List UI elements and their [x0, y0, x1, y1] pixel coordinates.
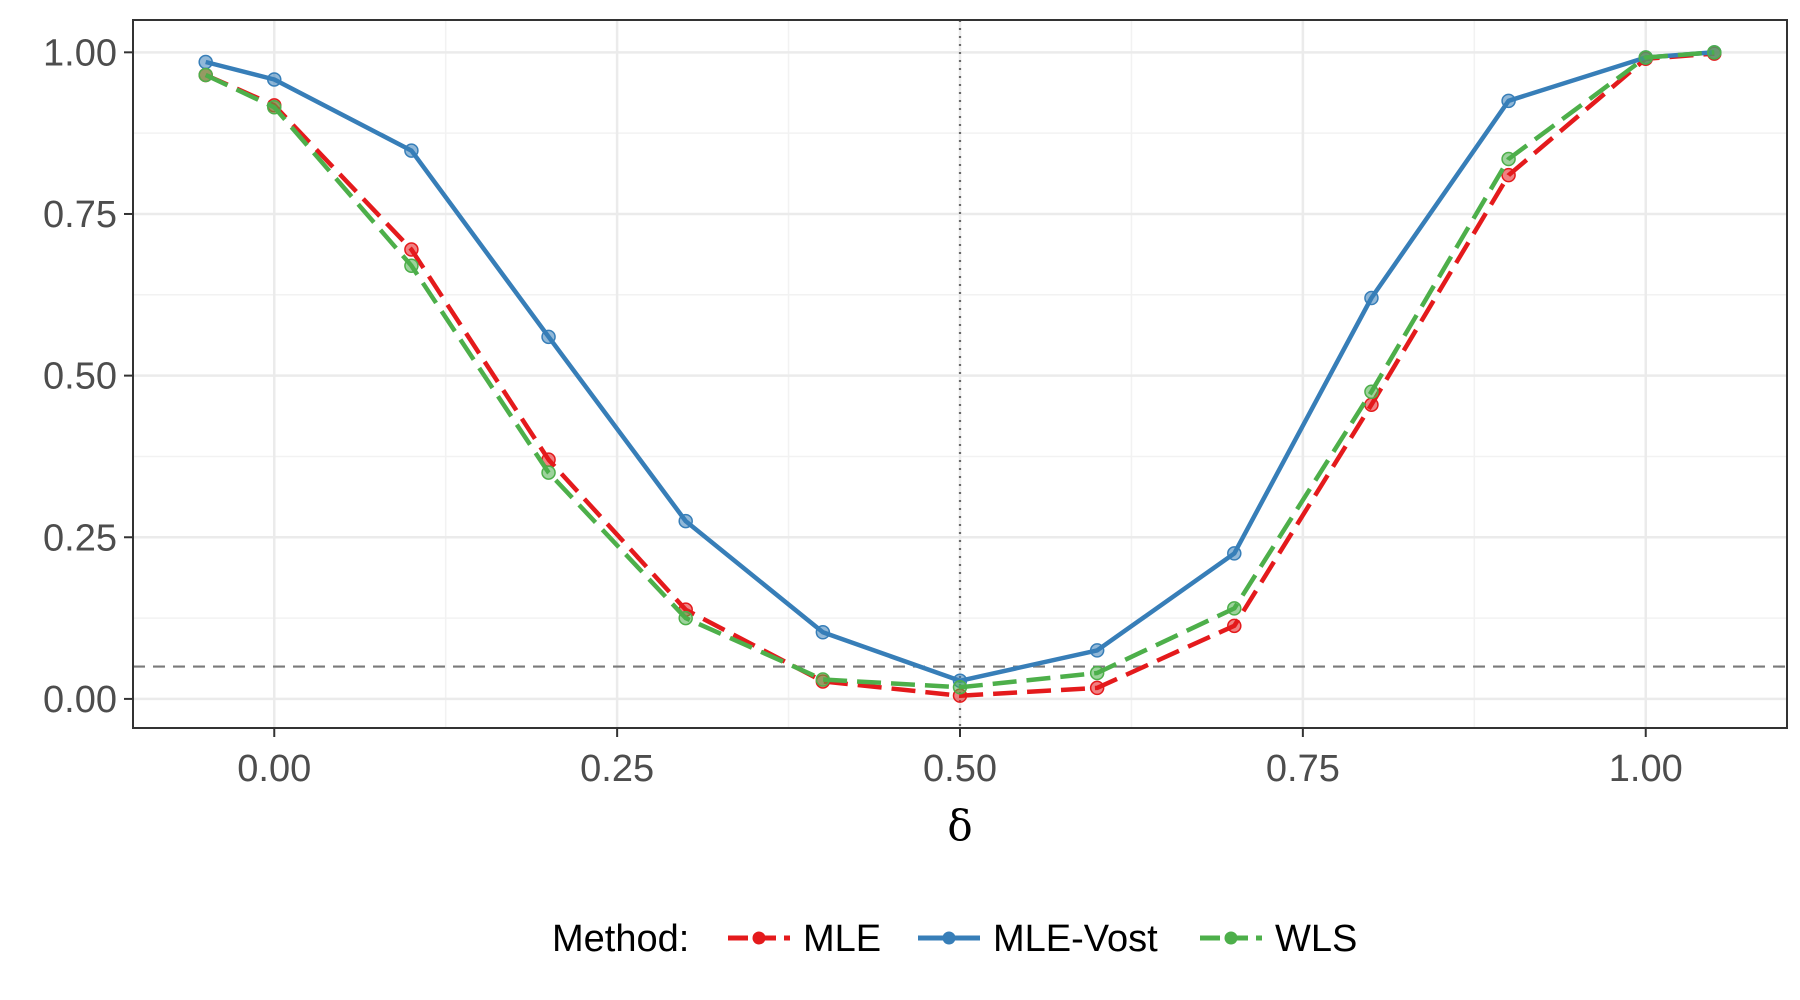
data-point-wls [267, 100, 282, 115]
x-axis-title: δ [947, 801, 972, 850]
data-point-wls [815, 672, 831, 687]
y-tick-label: 0.75 [43, 194, 117, 236]
reference-lines [133, 20, 1787, 728]
data-point-mle-vost [541, 329, 556, 345]
legend-label-wls: WLS [1275, 918, 1357, 960]
data-point-wls [678, 610, 693, 626]
x-tick-label: 0.75 [1266, 748, 1340, 790]
data-point-mle [404, 242, 419, 257]
data-point-mle-vost [1227, 546, 1242, 561]
data-point-mle-vost [1501, 93, 1516, 109]
data-point-wls [404, 258, 419, 273]
x-tick-label: 0.25 [580, 748, 654, 790]
x-tick-label: 1.00 [1609, 748, 1683, 790]
data-point-wls [1227, 601, 1242, 616]
data-point-mle [1501, 167, 1516, 183]
data-point-mle [1227, 618, 1242, 634]
data-point-mle-vost [404, 143, 419, 158]
legend-label-mle-vost: MLE-Vost [993, 918, 1158, 960]
data-point-wls [1089, 665, 1105, 681]
legend-key-point-wls [1224, 931, 1238, 945]
data-point-mle-vost [267, 72, 282, 87]
data-point-mle-vost [815, 625, 831, 640]
y-tick-label: 0.25 [43, 517, 117, 559]
data-point-wls [198, 67, 213, 83]
y-tick-label: 1.00 [43, 32, 117, 74]
x-tick-label: 0.50 [923, 748, 997, 790]
data-point-mle [1364, 397, 1379, 412]
legend: Method: MLE MLE-Vost WLS [552, 918, 1357, 960]
data-point-wls [952, 680, 968, 695]
legend-title: Method: [552, 918, 689, 960]
data-point-mle [1089, 680, 1105, 696]
data-point-wls [1638, 50, 1653, 65]
y-tick-label: 0.00 [43, 679, 117, 721]
axis-ticks: 0.00 0.25 0.50 0.75 1.00 0.00 0.25 0.50 0.75 1.00 [43, 32, 1683, 790]
data-point-wls [1707, 45, 1722, 60]
legend-key-point-mle [752, 931, 766, 945]
data-point-mle-vost [1364, 290, 1379, 306]
data-point-mle-vost [1089, 643, 1105, 658]
data-point-wls [541, 465, 556, 480]
x-tick-label: 0.00 [237, 748, 311, 790]
data-point-wls [1364, 384, 1379, 400]
data-point-wls [1501, 151, 1516, 167]
series-layer [198, 45, 1722, 703]
legend-key-point-mle-vost [942, 931, 956, 945]
series-wls [198, 45, 1722, 695]
y-tick-label: 0.50 [43, 356, 117, 398]
data-point-mle-vost [198, 54, 213, 70]
legend-label-mle: MLE [803, 918, 881, 960]
data-point-mle-vost [678, 513, 693, 529]
